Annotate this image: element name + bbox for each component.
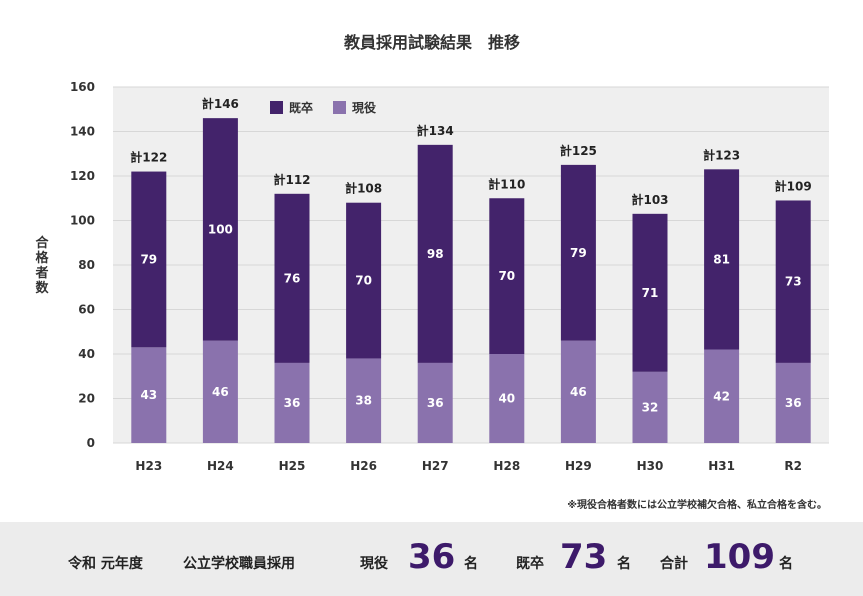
summary-year: 令和 元年度: [68, 556, 143, 572]
x-tick-label: H30: [637, 459, 664, 473]
x-tick-label: H23: [135, 459, 162, 473]
y-tick-label: 140: [70, 125, 95, 139]
total-label: 計134: [417, 123, 454, 138]
footnote: ※現役合格者数には公立学校補欠合格、私立合格を含む。: [567, 500, 827, 511]
bar-segment-current: [131, 347, 167, 443]
data-label-graduate: 71: [642, 286, 659, 300]
total-label: 計103: [631, 192, 668, 207]
data-label-current: 38: [355, 394, 372, 408]
data-label-graduate: 79: [570, 246, 587, 260]
y-axis-label-char: 格: [35, 250, 49, 266]
summary-bar: 令和 元年度 公立学校職員採用 現役 36 名 既卒 73 名 合計 109 名: [0, 522, 863, 596]
y-tick-label: 40: [78, 347, 95, 361]
bar-segment-graduate: [560, 164, 596, 341]
y-tick-label: 20: [78, 392, 95, 406]
bar-segment-current: [417, 362, 453, 443]
data-label-current: 40: [498, 392, 515, 406]
summary-current-value: 36: [408, 537, 456, 577]
x-tick-label: R2: [784, 459, 802, 473]
bar-segment-current: [202, 340, 238, 443]
bar-segment-graduate: [775, 200, 811, 363]
summary-category: 公立学校職員採用: [183, 556, 295, 572]
data-label-graduate: 100: [208, 222, 233, 236]
x-tick-label: H29: [565, 459, 592, 473]
data-label-current: 43: [140, 388, 157, 402]
data-label-graduate: 81: [713, 252, 730, 266]
bar-segment-graduate: [202, 118, 238, 341]
y-tick-label: 80: [78, 258, 95, 272]
total-label: 計122: [130, 150, 167, 165]
total-label: 計109: [775, 178, 812, 193]
x-tick-label: H24: [207, 459, 234, 473]
x-tick-label: H27: [422, 459, 449, 473]
data-label-graduate: 79: [140, 252, 157, 266]
data-label-current: 46: [570, 385, 587, 399]
total-label: 計146: [202, 96, 239, 111]
summary-total-label: 合計: [660, 556, 688, 572]
bar-segment-graduate: [274, 193, 310, 363]
summary-total-unit: 名: [779, 556, 793, 572]
total-label: 計108: [345, 181, 382, 196]
total-label: 計123: [703, 147, 740, 162]
data-label-graduate: 70: [355, 274, 372, 288]
stacked-bar-chart: 教員採用試験結果 推移 合格者数 0 20 40 60 80 100 120 140 160 43…: [34, 33, 829, 473]
summary-current-label: 現役: [360, 556, 388, 572]
data-label-current: 42: [713, 389, 730, 403]
y-tick-label: 100: [70, 214, 95, 228]
chart-title: 教員採用試験結果 推移: [344, 33, 520, 52]
x-tick-label: H25: [279, 459, 306, 473]
bar-segment-graduate: [417, 144, 453, 363]
x-tick-label: H31: [708, 459, 735, 473]
legend-label: 現役: [352, 100, 376, 115]
bar-segment-graduate: [489, 198, 525, 354]
bar-segment-graduate: [704, 169, 740, 350]
data-label-current: 36: [427, 396, 444, 410]
summary-graduate-unit: 名: [617, 556, 631, 572]
legend-label: 既卒: [289, 100, 313, 115]
legend-swatch: [270, 101, 283, 114]
data-label-current: 32: [642, 400, 659, 414]
data-label-current: 36: [284, 396, 301, 410]
bar-segment-graduate: [131, 171, 167, 348]
y-axis-label: 合格者数: [34, 235, 49, 296]
plot-area: 0 20 40 60 80 100 120 140 160 43 79 計122 H23 46 100 計14…: [70, 80, 829, 473]
y-tick-label: 60: [78, 303, 95, 317]
data-label-graduate: 98: [427, 247, 444, 261]
x-tick-label: H26: [350, 459, 377, 473]
summary-graduate-value: 73: [560, 537, 608, 577]
bar-segment-current: [775, 362, 811, 443]
y-axis-label-char: 数: [35, 280, 49, 296]
x-tick-label: H28: [493, 459, 520, 473]
total-label: 計112: [273, 172, 310, 187]
bar-segment-current: [704, 349, 740, 443]
data-label-graduate: 76: [284, 271, 301, 285]
y-tick-label: 0: [87, 436, 95, 450]
bar-segment-current: [560, 340, 596, 443]
summary-total-value: 109: [704, 537, 775, 577]
data-label-graduate: 73: [785, 275, 802, 289]
data-label-graduate: 70: [498, 269, 515, 283]
bar-segment-current: [632, 371, 668, 443]
data-label-current: 46: [212, 385, 229, 399]
data-label-current: 36: [785, 396, 802, 410]
bar-segment-current: [274, 362, 310, 443]
total-label: 計125: [560, 143, 597, 158]
y-tick-label: 160: [70, 80, 95, 94]
legend-swatch: [333, 101, 346, 114]
y-axis-label-char: 者: [34, 265, 48, 281]
bar-segment-current: [489, 354, 525, 443]
total-label: 計110: [488, 176, 525, 191]
summary-current-unit: 名: [464, 556, 478, 572]
bar-segment-graduate: [346, 202, 382, 359]
bar-segment-current: [346, 358, 382, 443]
y-tick-label: 120: [70, 169, 95, 183]
y-axis-label-char: 合: [35, 235, 49, 251]
bar-segment-graduate: [632, 213, 668, 372]
legend: 既卒 現役: [270, 100, 376, 115]
summary-graduate-label: 既卒: [516, 556, 544, 572]
